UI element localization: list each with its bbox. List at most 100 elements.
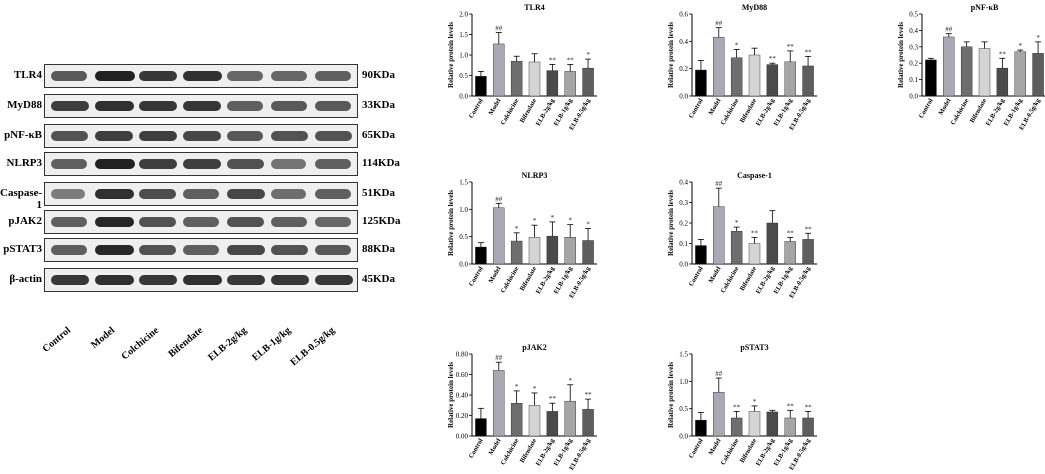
blot-band [139, 245, 176, 255]
bar-chart: Caspase-1 Relative protein levels 0.0 0.1 0.… [667, 171, 817, 300]
bar [582, 409, 594, 437]
y-tick-label: 0.2 [679, 65, 688, 73]
significance-mark: ** [787, 402, 795, 410]
y-tick-label: 0.80 [456, 351, 469, 359]
chart-title: MyD88 [742, 3, 767, 12]
x-tick-label: Model [708, 437, 723, 456]
blot-row [44, 152, 358, 176]
blot-row [44, 182, 358, 206]
bar-chart: pSTAT3 Relative protein levels 0.0 0.5 1.0 1.… [667, 343, 817, 472]
blot-row-label: pSTAT3 [3, 243, 42, 255]
x-tick-label: Colchicine [500, 97, 521, 126]
significance-mark: * [551, 214, 555, 222]
bar [784, 61, 796, 97]
x-tick-label: Bifendate [739, 437, 758, 464]
bar [528, 405, 541, 437]
y-tick-label: 0.2 [909, 60, 918, 68]
x-tick-label: Control [918, 97, 935, 119]
bar [546, 411, 559, 437]
blot-row-kda: 114KDa [362, 157, 400, 169]
y-tick-label: 0.5 [459, 72, 468, 80]
x-tick-label: Colchicine [500, 437, 521, 466]
blot-band [95, 101, 134, 111]
blot-band [315, 189, 351, 199]
significance-mark: ** [769, 55, 777, 63]
blot-row-label: TLR4 [13, 69, 42, 81]
significance-mark: ** [733, 403, 741, 411]
blot-band [139, 275, 178, 285]
blot-band [271, 71, 307, 81]
y-tick-label: 0.1 [909, 76, 918, 84]
significance-mark: * [515, 225, 519, 233]
x-tick-label: Colchicine [950, 97, 971, 126]
blot-row-label: NLRP3 [6, 157, 42, 169]
x-tick-label: Control [468, 437, 485, 459]
bar [748, 54, 761, 97]
bar [528, 237, 541, 265]
bar [748, 243, 761, 265]
significance-mark: ## [715, 20, 723, 28]
blot-row [44, 64, 358, 88]
blot-row [44, 210, 358, 234]
y-tick-label: 1.5 [459, 31, 468, 39]
y-tick-label: 0.0 [909, 93, 918, 101]
y-tick-label: 0.0 [679, 93, 688, 101]
blot-band [315, 217, 351, 227]
bar [582, 240, 594, 265]
bar-chart: TLR4 Relative protein levels 0.0 0.5 1.0 1.5 2… [447, 3, 597, 132]
y-axis-label: Relative protein levels [447, 190, 455, 256]
blot-row-kda: 65KDa [362, 129, 395, 141]
blot-band [315, 101, 352, 111]
blot-band [183, 245, 219, 255]
blot-band [95, 71, 135, 81]
x-tick-label: Bifendate [519, 437, 538, 464]
blot-band [139, 159, 177, 169]
y-tick-label: 0.00 [456, 433, 469, 441]
x-tick-label: Bifendate [969, 97, 988, 124]
y-axis-label: Relative protein levels [667, 22, 675, 88]
y-tick-label: 0.0 [459, 93, 468, 101]
blot-band [183, 189, 219, 199]
y-tick-label: 0.5 [679, 405, 688, 413]
y-tick-label: 0.4 [679, 38, 688, 46]
bar [475, 418, 487, 437]
blot-band [271, 217, 307, 227]
bar [748, 411, 761, 437]
blot-band [227, 131, 264, 141]
bar [730, 57, 743, 97]
x-tick-label: Control [468, 97, 485, 119]
blot-row-kda: 125KDa [362, 215, 401, 227]
chart-title: NLRP3 [522, 171, 548, 180]
blot-band [139, 71, 178, 81]
y-tick-label: 0.4 [909, 27, 918, 35]
blot-band [227, 159, 264, 169]
blot-row-label: Caspase-1 [0, 187, 43, 211]
x-tick-label: Model [488, 265, 503, 284]
y-tick-label: 2.0 [459, 11, 468, 19]
bar-chart: pNF-κB Relative protein levels 0.0 0.1 0.2 0.… [897, 3, 1045, 132]
bar [730, 231, 743, 265]
blot-row [44, 238, 358, 262]
y-tick-label: 1.0 [679, 378, 688, 386]
bar-chart: MyD88 Relative protein levels 0.0 0.2 0.4 0.6… [667, 3, 817, 132]
blot-band [51, 189, 86, 199]
significance-mark: ** [567, 56, 575, 64]
blot-band [271, 131, 308, 141]
significance-mark: ** [585, 391, 593, 399]
y-tick-label: 0.3 [679, 199, 688, 207]
x-tick-label: Model [488, 97, 503, 116]
blot-band [271, 275, 310, 285]
significance-mark: ** [999, 50, 1007, 58]
blot-row-label: β-actin [9, 273, 42, 285]
significance-mark: ** [805, 48, 813, 56]
x-tick-label: Colchicine [500, 265, 521, 294]
x-tick-label: Colchicine [720, 97, 741, 126]
x-tick-label: Model [488, 437, 503, 456]
significance-mark: * [1036, 34, 1040, 42]
blot-band [315, 71, 351, 81]
blot-band [139, 217, 176, 227]
x-tick-label: Control [468, 265, 485, 287]
blot-band [139, 101, 178, 111]
bar [960, 46, 973, 97]
blot-band [315, 159, 351, 169]
